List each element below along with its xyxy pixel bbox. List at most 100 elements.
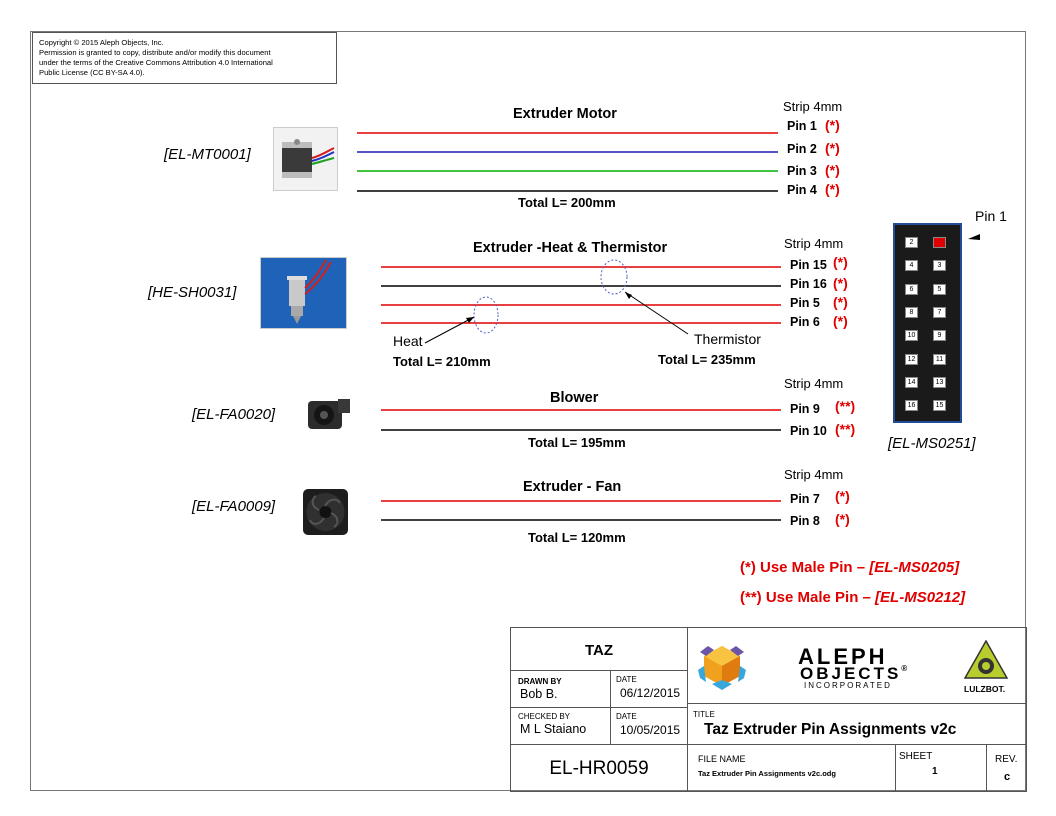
heater-pin-15: Pin 15	[790, 258, 827, 272]
male-pin-note-2: (**) Use Male Pin – [EL-MS0212]	[740, 589, 965, 606]
sheet-value: 1	[932, 766, 938, 777]
fan-pin-7: Pin 7	[790, 492, 820, 506]
logo-registered: ®	[901, 664, 911, 673]
logo-aleph: ALEPH	[798, 644, 888, 669]
axial-fan-image	[303, 489, 348, 535]
fan-pin-8-mark: (*)	[835, 511, 850, 527]
checked-by-value: M L Staiano	[520, 722, 587, 736]
aleph-cube-logo	[698, 646, 746, 690]
connector-pin-7: 7	[933, 306, 946, 318]
fan-part-number: [EL-FA0009]	[192, 498, 276, 515]
note-1-text: (*) Use Male Pin –	[740, 559, 870, 576]
motor-pin-4-mark: (*)	[825, 181, 840, 197]
motor-pin-3: Pin 3	[787, 164, 817, 178]
fan-pin-7-mark: (*)	[835, 488, 850, 504]
heater-part-number: [HE-SH0031]	[148, 284, 237, 301]
copyright-line: under the terms of the Creative Commons …	[39, 58, 273, 67]
rev-value: c	[1004, 771, 1011, 783]
copyright-notice: Copyright © 2015 Aleph Objects, Inc. Per…	[32, 32, 337, 84]
connector-pin-9: 9	[933, 330, 946, 342]
sheet-label: SHEET	[899, 751, 933, 762]
logo-objects-text: OBJECTS	[800, 664, 902, 683]
fan-total-length: Total L= 120mm	[528, 530, 626, 545]
connector-pin-2: 2	[905, 237, 918, 248]
blower-pin-10: Pin 10	[790, 424, 827, 438]
connector-housing: 2 1 4 3 6 5 8 7 10 9 12 11 14 13 16 15	[893, 223, 962, 423]
logo-cell: ALEPH OBJECTS® INCORPORATED LULZBOT.	[687, 627, 1027, 704]
motor-pin-3-mark: (*)	[825, 162, 840, 178]
blower-photo	[302, 393, 354, 433]
motor-total-length: Total L= 200mm	[518, 195, 616, 210]
project-name: TAZ	[584, 642, 614, 659]
connector-pin-10: 10	[905, 330, 918, 342]
file-name-cell: FILE NAME Taz Extruder Pin Assignments v…	[687, 744, 896, 792]
drawn-by-cell: DRAWN BY Bob B.	[510, 670, 611, 708]
motor-pin-1: Pin 1	[787, 119, 817, 133]
connector-pin-12: 12	[905, 353, 918, 365]
heater-pin-5-mark: (*)	[833, 294, 848, 310]
heat-total-length: Total L= 210mm	[393, 354, 491, 369]
connector-pin-15: 15	[933, 400, 946, 412]
heat-pair-ellipse	[473, 296, 499, 334]
connector-pin-1: 1	[933, 237, 946, 248]
connector-pin-6: 6	[905, 283, 918, 295]
heater-title: Extruder -Heat & Thermistor	[473, 240, 668, 256]
heater-strip: Strip 4mm	[784, 236, 844, 251]
stepper-motor-image	[282, 139, 335, 178]
connector-pin-11: 11	[933, 353, 946, 365]
connector-part-number: [EL-MS0251]	[888, 435, 976, 452]
motor-part-number: [EL-MT0001]	[164, 146, 251, 163]
checked-date-cell: DATE 10/05/2015	[610, 707, 688, 745]
heater-pin-6-mark: (*)	[833, 313, 848, 329]
title-label: TITLE	[693, 710, 715, 719]
doc-number-cell: EL-HR0059	[510, 744, 688, 792]
motor-pin-2-mark: (*)	[825, 140, 840, 156]
motor-pin-4: Pin 4	[787, 183, 817, 197]
doc-number: EL-HR0059	[549, 758, 649, 779]
lulzbot-logo	[964, 640, 1008, 679]
copyright-line: Public License (CC BY-SA 4.0).	[39, 68, 145, 77]
blower-pin-9-mark: (**)	[835, 398, 856, 414]
pin1-pointer	[968, 234, 980, 240]
heater-pin-16-mark: (*)	[833, 275, 848, 291]
connector-pin-4: 4	[905, 260, 918, 272]
thermistor-label: Thermistor	[694, 331, 761, 347]
note-1-part: [EL-MS0205]	[869, 559, 960, 576]
heat-arrowhead	[466, 317, 474, 323]
drawn-date-cell: DATE 06/12/2015	[610, 670, 688, 708]
drawn-by-value: Bob B.	[520, 687, 558, 701]
drawing-frame	[30, 31, 1026, 791]
connector-pin-14: 14	[905, 376, 918, 388]
heat-arrow	[424, 316, 475, 344]
fan-pin-8: Pin 8	[790, 514, 820, 528]
blower-fan-image	[308, 399, 350, 429]
motor-pin-2: Pin 2	[787, 142, 817, 156]
checked-by-label: CHECKED BY	[518, 712, 571, 721]
note-2-text: (**) Use Male Pin –	[740, 589, 876, 606]
lulzbot-wordmark: LULZBOT.	[964, 684, 1006, 694]
copyright-line: Permission is granted to copy, distribut…	[39, 48, 271, 57]
drawn-date-value: 06/12/2015	[620, 686, 681, 700]
blower-pin-10-mark: (**)	[835, 421, 856, 437]
thermistor-total-length: Total L= 235mm	[658, 352, 756, 367]
note-2-part: [EL-MS0212]	[875, 589, 966, 606]
blower-part-number: [EL-FA0020]	[192, 406, 276, 423]
sheet-cell: SHEET 1	[895, 744, 987, 792]
logo-incorporated: INCORPORATED	[804, 681, 892, 690]
fan-strip: Strip 4mm	[784, 467, 844, 482]
heater-pin-15-mark: (*)	[833, 254, 848, 270]
drawn-by-label: DRAWN BY	[518, 677, 562, 686]
thermistor-arrowhead	[625, 292, 632, 299]
logo-objects: OBJECTS®	[800, 664, 910, 684]
heater-photo	[260, 257, 347, 329]
motor-strip: Strip 4mm	[783, 99, 843, 114]
pin1-label: Pin 1	[975, 208, 1007, 224]
connector-pin-5: 5	[933, 283, 946, 295]
blower-pin-9: Pin 9	[790, 402, 820, 416]
heater-pin-6: Pin 6	[790, 315, 820, 329]
connector-pin-13: 13	[933, 376, 946, 388]
motor-title: Extruder Motor	[513, 106, 617, 122]
connector-pin-16: 16	[905, 400, 918, 412]
blower-total-length: Total L= 195mm	[528, 435, 626, 450]
